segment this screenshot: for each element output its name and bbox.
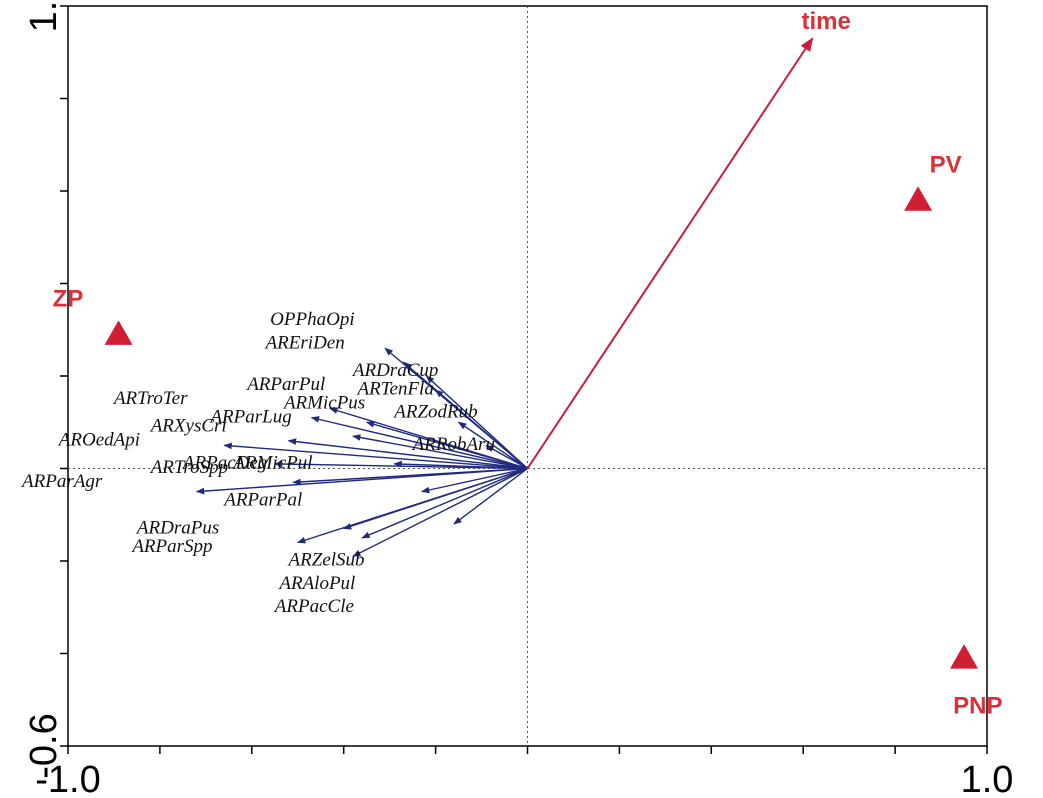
species-arrow (434, 389, 528, 470)
species-arrow (342, 467, 528, 530)
species-label: ARDraCup (351, 360, 439, 381)
sample-point-marker (904, 186, 933, 211)
species-label: ARAloPul (277, 573, 355, 594)
species-arrow (453, 467, 528, 525)
species-label: AROedApi (57, 429, 140, 450)
x-tick-label: -1.0 (35, 759, 100, 798)
species-arrow (365, 421, 528, 470)
sample-point-marker (104, 320, 133, 345)
species-label: ARParAgr (20, 471, 103, 492)
species-label: ARMicPus (282, 392, 365, 413)
x-tick-label: 1.0 (961, 759, 1014, 798)
species-arrow (223, 442, 528, 470)
species-arrows (195, 347, 528, 558)
species-arrow (420, 467, 528, 494)
species-arrow (287, 438, 528, 470)
species-label: OPPhaOpi (270, 309, 354, 330)
species-label: ARZelSub (287, 550, 365, 571)
sample-point-label: ZP (53, 286, 84, 313)
species-label: ARParSpp (130, 536, 212, 557)
y-tick-label: 1.0 (23, 0, 65, 32)
axis-ticks: -1.0 1.0 -0.6 1.0 (23, 0, 1013, 798)
species-label: ARMicPul (231, 453, 312, 474)
y-tick-label: -0.6 (23, 713, 65, 778)
species-label: ARPacDeg (181, 453, 267, 474)
reference-lines (68, 6, 987, 746)
environment-arrow (526, 37, 814, 470)
species-label: ARPacCle (273, 596, 354, 617)
species-arrow (310, 416, 528, 470)
environment-label: time (801, 8, 850, 35)
species-arrow (352, 467, 528, 558)
sample-point-label: PV (930, 152, 962, 179)
sample-point-marker (950, 644, 979, 669)
species-label: ARParLug (208, 406, 291, 427)
species-label: ARRobAru (411, 434, 495, 455)
species-arrow (195, 467, 528, 495)
species-label: ARParPul (245, 374, 325, 395)
species-arrow (273, 460, 528, 470)
species-label: ARZodRub (392, 402, 477, 423)
species-label: ARDraPus (135, 517, 219, 538)
environment-arrows (526, 37, 814, 470)
species-label: ARTroTer (112, 388, 188, 409)
species-label: ARTenFla (355, 379, 433, 400)
sample-point-label: PNP (953, 693, 1002, 720)
species-arrow (352, 434, 528, 470)
species-label: ARParPal (222, 490, 302, 511)
species-label: AREriDen (264, 332, 345, 353)
species-label: ARXysCri (149, 416, 227, 437)
species-arrow (361, 467, 528, 539)
species-label: ARTroSpp (149, 457, 228, 478)
sample-points (104, 186, 979, 669)
species-arrow (485, 444, 528, 470)
